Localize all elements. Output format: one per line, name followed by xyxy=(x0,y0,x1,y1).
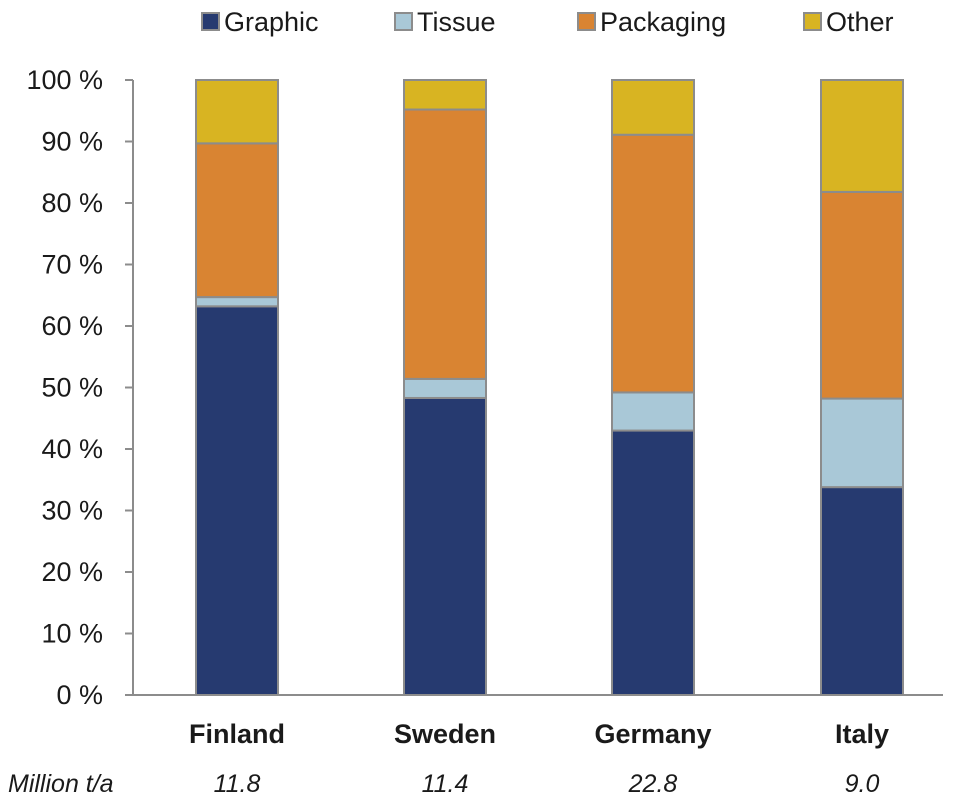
x-category-label: Italy xyxy=(835,719,889,749)
bar-segment-finland-graphic xyxy=(195,305,279,696)
bar-segment-germany-other xyxy=(611,79,695,136)
footer-value: 22.8 xyxy=(628,770,678,798)
x-category-label: Finland xyxy=(189,719,285,749)
legend-item-tissue: Tissue xyxy=(394,7,496,37)
footer-value: 11.8 xyxy=(214,770,261,798)
bar-segment-germany-packaging xyxy=(611,133,695,394)
y-tick-label: 100 % xyxy=(26,65,103,95)
legend-label: Other xyxy=(826,7,894,37)
bar-stack-italy xyxy=(820,79,904,696)
y-tick-label: 70 % xyxy=(41,250,103,280)
bar-segment-italy-packaging xyxy=(820,190,904,400)
bar-segment-italy-tissue xyxy=(820,397,904,489)
x-category-label: Germany xyxy=(594,719,711,749)
bar-stack-sweden xyxy=(403,79,487,696)
y-axis: 0 % 10 % 20 % 30 % 40 % 50 % 60 % 70 % 80 % 90 % 1… xyxy=(26,65,134,710)
bar-segment-finland-packaging xyxy=(195,142,279,299)
bar-stack-finland xyxy=(195,79,279,696)
legend-label: Graphic xyxy=(224,7,319,37)
footer-value: 11.4 xyxy=(422,770,469,798)
y-tick-label: 80 % xyxy=(41,188,103,218)
x-axis: Finland Sweden Germany Italy xyxy=(133,694,943,749)
x-category-label: Sweden xyxy=(394,719,496,749)
footer-value: 9.0 xyxy=(845,770,880,798)
legend-swatch xyxy=(394,12,413,31)
y-tick-label: 10 % xyxy=(41,619,103,649)
legend-item-packaging: Packaging xyxy=(577,7,726,37)
footer-unit-label: Million t/a xyxy=(8,770,114,798)
y-tick-label: 40 % xyxy=(41,434,103,464)
legend-swatch xyxy=(803,12,822,31)
y-tick-label: 60 % xyxy=(41,311,103,341)
bar-segment-italy-graphic xyxy=(820,486,904,696)
legend-item-graphic: Graphic xyxy=(201,7,319,37)
bar-segment-germany-graphic xyxy=(611,429,695,696)
legend-swatch xyxy=(201,12,220,31)
y-tick-label: 90 % xyxy=(41,127,103,157)
bar-segment-sweden-other xyxy=(403,79,487,111)
footer-row: Million t/a 11.8 11.4 22.8 9.0 xyxy=(8,770,879,798)
legend-label: Packaging xyxy=(600,7,726,37)
bar-segment-finland-tissue xyxy=(195,296,279,308)
legend-label: Tissue xyxy=(417,7,496,37)
legend: Graphic Tissue Packaging Other xyxy=(201,7,894,37)
bar-segment-sweden-packaging xyxy=(403,108,487,380)
y-tick-label: 20 % xyxy=(41,557,103,587)
legend-swatch xyxy=(577,12,596,31)
bars xyxy=(195,79,904,696)
bar-segment-sweden-graphic xyxy=(403,396,487,696)
bar-segment-finland-other xyxy=(195,79,279,145)
bar-segment-sweden-tissue xyxy=(403,377,487,399)
bar-segment-germany-tissue xyxy=(611,391,695,432)
legend-item-other: Other xyxy=(803,7,894,37)
y-tick-label: 0 % xyxy=(56,680,103,710)
bar-stack-germany xyxy=(611,79,695,696)
y-tick-label: 30 % xyxy=(41,496,103,526)
bar-segment-italy-other xyxy=(820,79,904,193)
y-tick-label: 50 % xyxy=(41,373,103,403)
